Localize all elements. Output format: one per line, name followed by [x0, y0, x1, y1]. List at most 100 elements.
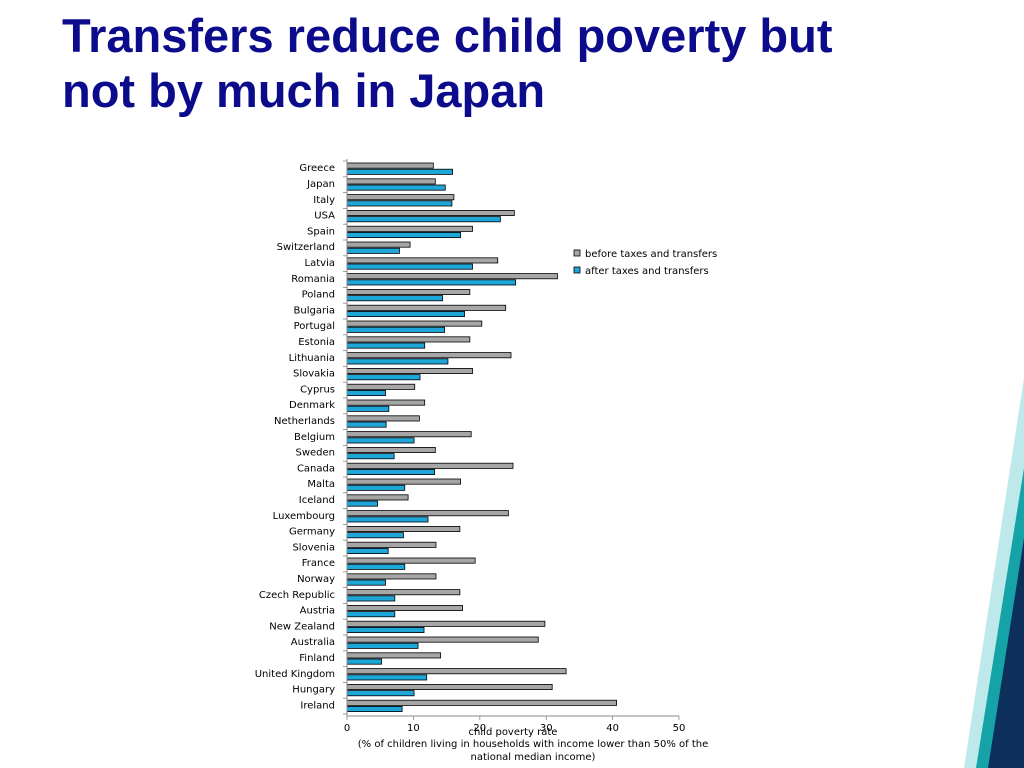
bar-after-spain	[346, 231, 461, 238]
bar-after-usa	[346, 216, 501, 223]
bar-before-cyprus	[346, 383, 416, 390]
bar-before-canada	[346, 462, 514, 469]
category-label: Romania	[291, 274, 335, 285]
bar-before-hungary	[346, 684, 553, 691]
bar-before-luxembourg	[346, 510, 509, 517]
category-label: Portugal	[294, 321, 335, 332]
category-label: Sweden	[295, 448, 335, 459]
x-tick-label: 30	[540, 723, 553, 734]
legend-label-before: before taxes and transfers	[585, 249, 717, 260]
bar-before-japan	[346, 178, 436, 185]
category-label: Lithuania	[289, 353, 335, 364]
x-tick-label: 10	[407, 723, 420, 734]
bar-after-poland	[346, 295, 444, 302]
bar-before-slovenia	[346, 541, 437, 548]
bar-before-bulgaria	[346, 304, 507, 311]
category-label: Austria	[300, 606, 335, 617]
legend-swatch-before	[573, 249, 581, 257]
bar-before-czech-republic	[346, 589, 461, 596]
bar-before-austria	[346, 605, 463, 612]
bar-before-finland	[346, 652, 442, 659]
bar-after-hungary	[346, 690, 415, 697]
category-label: United Kingdom	[255, 669, 335, 680]
bar-before-iceland	[346, 494, 409, 501]
category-label: Iceland	[299, 495, 335, 506]
category-label: Czech Republic	[259, 590, 335, 601]
bar-after-slovakia	[346, 374, 421, 381]
category-label: Hungary	[292, 685, 335, 696]
x-tick-label: 40	[606, 723, 619, 734]
x-axis-title-line-2: (% of children living in households with…	[358, 739, 709, 750]
bar-before-lithuania	[346, 352, 512, 359]
category-label: Estonia	[298, 337, 335, 348]
category-label: New Zealand	[269, 621, 335, 632]
bar-before-denmark	[346, 399, 426, 406]
bar-after-germany	[346, 532, 404, 539]
decoration-navy-band	[988, 538, 1024, 768]
legend-swatch-after	[573, 266, 581, 274]
bar-after-lithuania	[346, 358, 449, 365]
slide-title-line-1: Transfers reduce child poverty but	[62, 9, 833, 62]
bar-before-norway	[346, 573, 437, 580]
bar-after-iceland	[346, 500, 378, 507]
bar-after-portugal	[346, 326, 446, 333]
bar-after-greece	[346, 168, 453, 175]
bar-after-romania	[346, 279, 517, 286]
x-axis-title-line-1: child poverty rate	[469, 727, 558, 738]
category-label: Norway	[297, 574, 335, 585]
bars-layer	[343, 160, 617, 715]
bar-before-sweden	[346, 446, 436, 453]
x-axis	[346, 159, 679, 717]
category-label: Slovakia	[293, 369, 335, 380]
legend-label-after: after taxes and transfers	[585, 266, 709, 277]
category-label: Cyprus	[300, 384, 335, 395]
bar-before-belgium	[346, 431, 472, 438]
bar-after-switzerland	[346, 247, 400, 254]
x-axis-title: child poverty rate (% of children living…	[358, 727, 709, 763]
category-label: Latvia	[305, 258, 335, 269]
bar-before-latvia	[346, 257, 499, 264]
bar-after-italy	[346, 200, 453, 207]
category-label: Poland	[302, 290, 335, 301]
category-label: Switzerland	[277, 242, 335, 253]
x-tick-label: 50	[673, 723, 686, 734]
bar-before-poland	[346, 288, 471, 295]
bar-after-bulgaria	[346, 310, 465, 317]
bar-after-sweden	[346, 453, 395, 460]
bar-after-austria	[346, 611, 396, 618]
bar-before-france	[346, 557, 476, 564]
bar-before-switzerland	[346, 241, 411, 248]
bar-before-ireland	[346, 699, 617, 706]
legend: before taxes and transfers after taxes a…	[573, 249, 717, 277]
x-tick-label: 0	[344, 723, 350, 734]
bar-after-belgium	[346, 437, 415, 444]
bar-after-ireland	[346, 706, 403, 713]
bar-before-usa	[346, 209, 515, 216]
bar-before-romania	[346, 273, 558, 280]
bar-after-slovenia	[346, 548, 389, 555]
category-label: USA	[314, 211, 335, 222]
bar-after-japan	[346, 184, 446, 191]
category-label: Japan	[306, 179, 335, 190]
bar-after-latvia	[346, 263, 473, 270]
bar-after-czech-republic	[346, 595, 396, 602]
category-label: Bulgaria	[294, 305, 335, 316]
bar-after-canada	[346, 468, 436, 475]
bar-after-cyprus	[346, 389, 386, 396]
category-label: Australia	[291, 637, 335, 648]
bar-before-portugal	[346, 320, 483, 327]
x-axis-title-line-3: national median income)	[471, 752, 596, 763]
bar-after-france	[346, 563, 406, 570]
bar-before-netherlands	[346, 415, 420, 422]
bar-before-united-kingdom	[346, 668, 567, 675]
category-label: Malta	[307, 479, 335, 490]
category-label: France	[302, 558, 335, 569]
x-tick-label: 20	[473, 723, 486, 734]
bar-after-netherlands	[346, 421, 387, 428]
category-label: Luxembourg	[273, 511, 335, 522]
slide-title-line-2: not by much in Japan	[62, 64, 546, 117]
bar-before-malta	[346, 478, 461, 485]
category-label: Finland	[299, 653, 335, 664]
x-tick-labels: 0 10 20 30 40 50	[344, 716, 686, 734]
